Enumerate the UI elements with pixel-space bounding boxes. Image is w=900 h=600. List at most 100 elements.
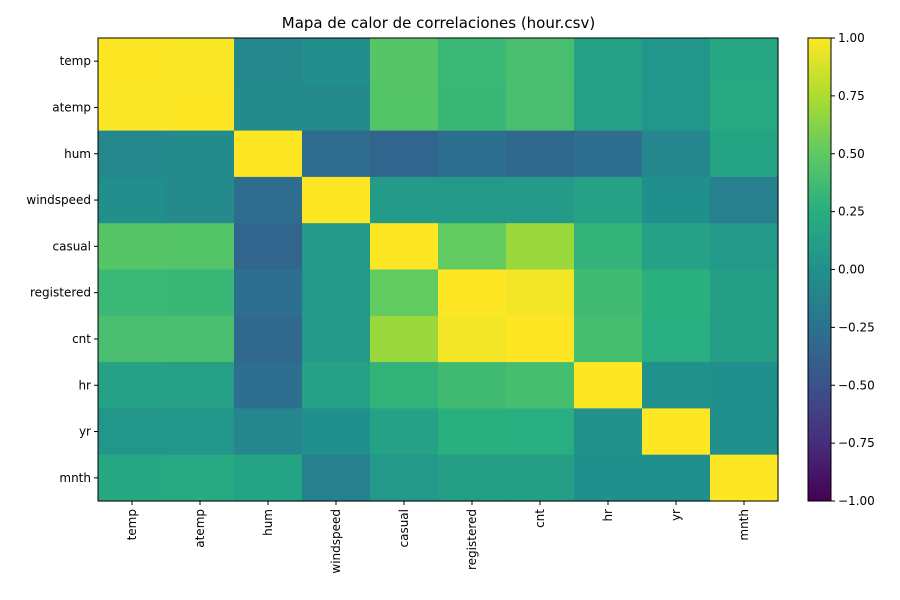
y-tick-label-atemp: atemp <box>52 100 91 114</box>
colorbar <box>808 38 831 501</box>
heatmap-cell-yr-cnt <box>506 408 575 456</box>
colorbar-tick-label: 0.75 <box>838 89 865 103</box>
x-tick-label-yr: yr <box>669 509 683 521</box>
heatmap-cell-mnth-casual <box>370 454 439 502</box>
heatmap-cell-cnt-casual <box>370 315 439 363</box>
heatmap-cell-atemp-casual <box>370 84 439 132</box>
heatmap-cell-cnt-mnth <box>710 315 779 363</box>
x-tick-label-temp: temp <box>125 509 139 540</box>
colorbar-ticks: 1.00 0.75 0.50 0.25 0.00 −0.25 −0.50 −0.75 −1.00 <box>831 31 875 508</box>
x-tick-label-cnt: cnt <box>533 509 547 528</box>
heatmap-cell-registered-cnt <box>506 269 575 317</box>
heatmap-cell-cnt-yr <box>642 315 711 363</box>
x-axis-ticks: temp atemp hum windspeed casual registered cnt… <box>125 501 751 574</box>
x-tick-label-mnth: mnth <box>737 509 751 541</box>
colorbar-tick-label: −1.00 <box>838 494 875 508</box>
heatmap-cell-atemp-mnth <box>710 84 779 132</box>
heatmap-cell-yr-yr <box>642 408 711 456</box>
heatmap-cell-mnth-hum <box>234 454 303 502</box>
heatmap-cell-atemp-yr <box>642 84 711 132</box>
heatmap-cell-cnt-cnt <box>506 315 575 363</box>
heatmap-cell-registered-mnth <box>710 269 779 317</box>
heatmap-cell-registered-atemp <box>166 269 235 317</box>
y-tick-label-windspeed: windspeed <box>26 193 91 207</box>
heatmap-cell-windspeed-hum <box>234 176 303 224</box>
heatmap-cell-registered-hr <box>574 269 643 317</box>
heatmap-cell-hum-cnt <box>506 130 575 178</box>
y-tick-label-cnt: cnt <box>72 332 91 346</box>
heatmap-cell-windspeed-casual <box>370 176 439 224</box>
colorbar-tick-label: 0.25 <box>838 205 865 219</box>
heatmap-cell-hum-casual <box>370 130 439 178</box>
heatmap-frame <box>97 37 779 502</box>
heatmap-cell-hr-hr <box>574 362 643 409</box>
heatmap-cell-mnth-registered <box>438 454 507 502</box>
y-tick-label-temp: temp <box>60 54 91 68</box>
colorbar-tick-label: 0.00 <box>838 263 865 277</box>
heatmap-cell-windspeed-hr <box>574 176 643 224</box>
heatmap-cell-casual-casual <box>370 223 439 271</box>
heatmap-cell-hr-casual <box>370 362 439 409</box>
heatmap-cell-temp-casual <box>370 38 439 85</box>
x-tick-label-windspeed: windspeed <box>329 509 343 574</box>
colorbar-tick-label: −0.50 <box>838 378 875 392</box>
y-tick-label-casual: casual <box>53 239 92 253</box>
heatmap-cell-registered-windspeed <box>302 269 371 317</box>
x-tick-label-hr: hr <box>601 509 615 522</box>
heatmap-cell-yr-temp <box>98 408 167 456</box>
chart-title: Mapa de calor de correlaciones (hour.csv… <box>282 14 595 32</box>
heatmap-cell-atemp-windspeed <box>302 84 371 132</box>
heatmap-cell-hum-mnth <box>710 130 779 178</box>
heatmap-cell-temp-yr <box>642 38 711 85</box>
heatmap-cell-windspeed-windspeed <box>302 176 371 224</box>
y-tick-label-registered: registered <box>30 286 91 300</box>
heatmap-cell-windspeed-cnt <box>506 176 575 224</box>
heatmap-cell-registered-yr <box>642 269 711 317</box>
heatmap-cell-atemp-hr <box>574 84 643 132</box>
heatmap-cell-casual-hr <box>574 223 643 271</box>
heatmap-cell-hum-atemp <box>166 130 235 178</box>
heatmap-cell-registered-casual <box>370 269 439 317</box>
x-tick-label-registered: registered <box>465 509 479 570</box>
heatmap-cell-casual-yr <box>642 223 711 271</box>
heatmap-cell-windspeed-atemp <box>166 176 235 224</box>
heatmap-cell-atemp-atemp <box>166 84 235 132</box>
heatmap-cell-mnth-yr <box>642 454 711 502</box>
x-tick-label-atemp: atemp <box>193 509 207 548</box>
heatmap-cell-hr-hum <box>234 362 303 409</box>
heatmap-cell-casual-cnt <box>506 223 575 271</box>
heatmap-cell-atemp-cnt <box>506 84 575 132</box>
heatmap-cell-cnt-hr <box>574 315 643 363</box>
heatmap-cell-temp-mnth <box>710 38 779 85</box>
heatmap-cell-hr-atemp <box>166 362 235 409</box>
heatmap-cell-cnt-registered <box>438 315 507 363</box>
heatmap-cell-temp-registered <box>438 38 507 85</box>
heatmap-cells <box>98 38 779 502</box>
heatmap-cell-windspeed-yr <box>642 176 711 224</box>
heatmap-cell-cnt-hum <box>234 315 303 363</box>
heatmap-cell-cnt-temp <box>98 315 167 363</box>
heatmap-cell-hr-registered <box>438 362 507 409</box>
heatmap-cell-casual-temp <box>98 223 167 271</box>
heatmap-cell-mnth-temp <box>98 454 167 502</box>
heatmap-cell-windspeed-temp <box>98 176 167 224</box>
heatmap-cell-yr-casual <box>370 408 439 456</box>
heatmap-cell-mnth-mnth <box>710 454 779 502</box>
heatmap-cell-hr-mnth <box>710 362 779 409</box>
heatmap-cell-hum-temp <box>98 130 167 178</box>
heatmap-cell-hr-windspeed <box>302 362 371 409</box>
heatmap-cell-registered-temp <box>98 269 167 317</box>
heatmap-cell-temp-atemp <box>166 38 235 85</box>
heatmap-cell-cnt-atemp <box>166 315 235 363</box>
heatmap-cell-yr-hum <box>234 408 303 456</box>
heatmap-cell-cnt-windspeed <box>302 315 371 363</box>
colorbar-tick-label: 1.00 <box>838 31 865 45</box>
y-axis-ticks: temp atemp hum windspeed casual registered cnt… <box>26 54 98 485</box>
x-tick-label-hum: hum <box>261 509 275 536</box>
heatmap-cell-hr-cnt <box>506 362 575 409</box>
heatmap-cell-temp-hr <box>574 38 643 85</box>
x-tick-label-casual: casual <box>397 509 411 548</box>
heatmap-cell-yr-hr <box>574 408 643 456</box>
heatmap-cell-registered-registered <box>438 269 507 317</box>
y-tick-label-hum: hum <box>64 147 91 161</box>
